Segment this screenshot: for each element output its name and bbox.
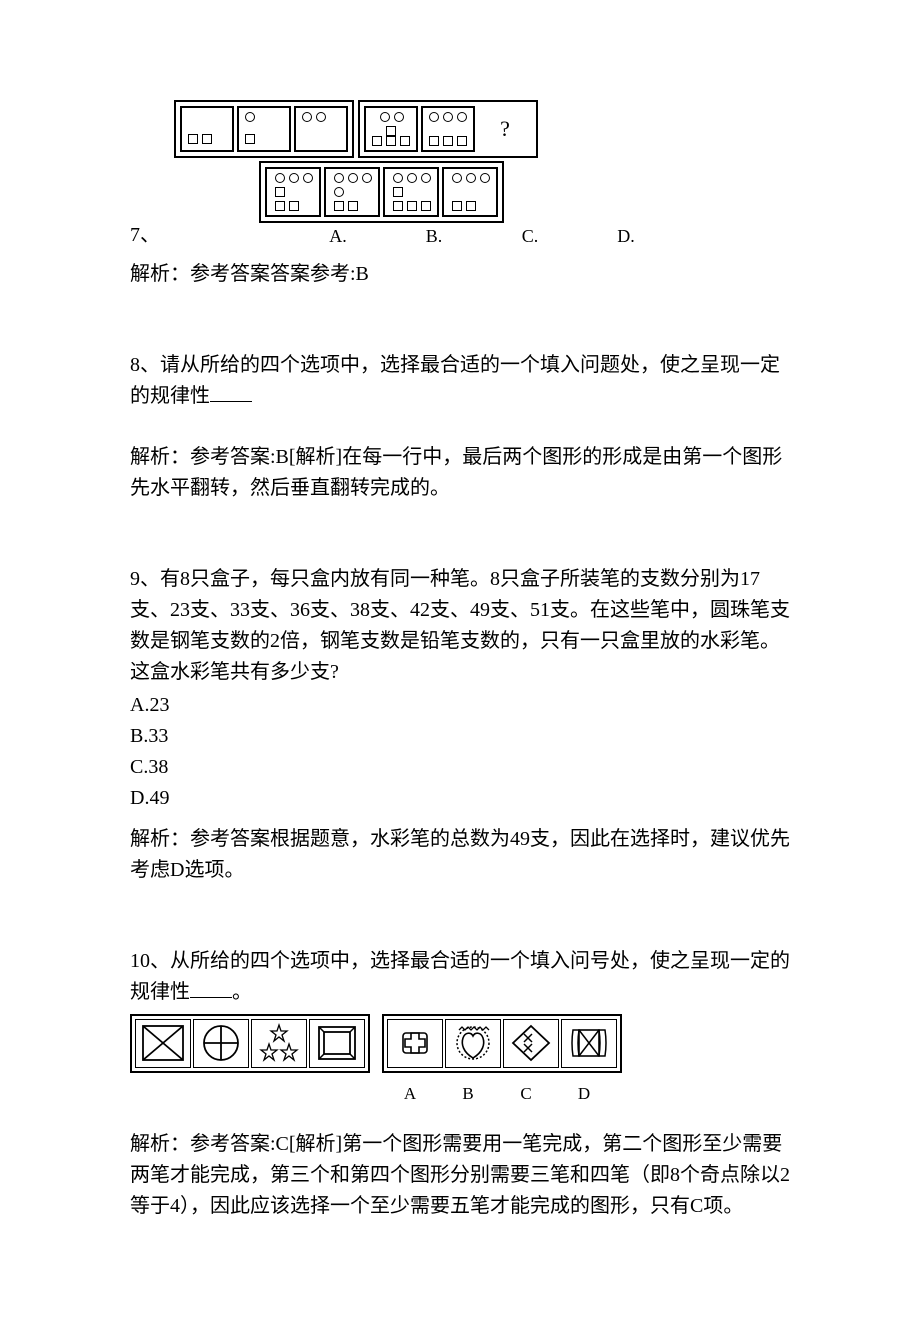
q7-option-a: [265, 167, 321, 217]
q10-option-d: [561, 1019, 617, 1068]
q7-panel-right: ?: [358, 100, 538, 158]
q9-options: A.23 B.33 C.38 D.49: [130, 690, 790, 814]
q10-given-2: [193, 1019, 249, 1068]
q7-cell-5: [421, 106, 475, 152]
q10-figure: [130, 1014, 790, 1073]
q9-text: 有8只盒子，每只盒内放有同一种笔。8只盒子所装笔的支数分别为17支、23支、33…: [130, 568, 790, 683]
q10-answer: 解析：参考答案:C[解析]第一个图形需要用一笔完成，第二个图形至少需要两笔才能完…: [130, 1129, 790, 1222]
question-7: ?: [130, 100, 790, 290]
q7-label-b: B.: [406, 223, 462, 251]
q10-number: 10、: [130, 950, 170, 972]
q9-answer: 解析：参考答案根据题意，水彩笔的总数为49支，因此在选择时，建议优先考虑D选项。: [130, 824, 790, 886]
q9-text-line: 9、有8只盒子，每只盒内放有同一种笔。8只盒子所装笔的支数分别为17支、23支、…: [130, 564, 790, 688]
q10-given-1: [135, 1019, 191, 1068]
q10-blank: [190, 997, 232, 998]
q10-text-line: 10、从所给的四个选项中，选择最合适的一个填入问号处，使之呈现一定的规律性。: [130, 946, 790, 1008]
q10-option-c: [503, 1019, 559, 1068]
q7-answer: 解析：参考答案答案参考:B: [130, 259, 790, 290]
q7-question-mark: ?: [478, 106, 532, 152]
q10-label-c: C: [518, 1081, 534, 1107]
q8-number: 8、: [130, 354, 160, 376]
q7-label-d: D.: [598, 223, 654, 251]
q7-figures: ?: [174, 100, 588, 223]
q7-label-c: C.: [502, 223, 558, 251]
q10-label-a: A: [402, 1081, 418, 1107]
q10-suffix: 。: [232, 981, 252, 1003]
q10-given-4: [309, 1019, 365, 1068]
q7-labels: A. B. C. D.: [174, 223, 790, 251]
q9-option-c: C.38: [130, 752, 790, 783]
q10-labels: A B C D: [402, 1081, 790, 1107]
question-9: 9、有8只盒子，每只盒内放有同一种笔。8只盒子所装笔的支数分别为17支、23支、…: [130, 564, 790, 886]
q7-option-b: [324, 167, 380, 217]
q7-label-a: A.: [310, 223, 366, 251]
q8-answer: 解析：参考答案:B[解析]在每一行中，最后两个图形的形成是由第一个图形先水平翻转…: [130, 442, 790, 504]
q9-option-a: A.23: [130, 690, 790, 721]
q7-top-row: ?: [174, 100, 588, 158]
q9-option-b: B.33: [130, 721, 790, 752]
q7-figure-block: ?: [130, 100, 790, 251]
question-8: 8、请从所给的四个选项中，选择最合适的一个填入问题处，使之呈现一定的规律性 解析…: [130, 350, 790, 504]
q10-label-b: B: [460, 1081, 476, 1107]
q7-cell-2: [237, 106, 291, 152]
q9-option-d: D.49: [130, 783, 790, 814]
q8-blank: [210, 401, 252, 402]
q7-cell-3: [294, 106, 348, 152]
q10-text: 从所给的四个选项中，选择最合适的一个填入问号处，使之呈现一定的规律性: [130, 950, 790, 1003]
q10-given-3: [251, 1019, 307, 1068]
q7-cell-4: [364, 106, 418, 152]
q9-number: 9、: [130, 568, 160, 590]
q7-answer-row: [174, 161, 588, 223]
q10-option-b: [445, 1019, 501, 1068]
q10-option-a: [387, 1019, 443, 1068]
q8-text: 请从所给的四个选项中，选择最合适的一个填入问题处，使之呈现一定的规律性: [130, 354, 780, 407]
q7-cell-1: [180, 106, 234, 152]
q7-option-c: [383, 167, 439, 217]
question-10: 10、从所给的四个选项中，选择最合适的一个填入问号处，使之呈现一定的规律性。: [130, 946, 790, 1222]
q10-given-group: [130, 1014, 370, 1073]
q7-panel-left: [174, 100, 354, 158]
q7-option-d: [442, 167, 498, 217]
q7-number: 7、: [130, 220, 160, 251]
q8-text-line: 8、请从所给的四个选项中，选择最合适的一个填入问题处，使之呈现一定的规律性: [130, 350, 790, 412]
q7-answer-panel: [259, 161, 504, 223]
q10-options-group: [382, 1014, 622, 1073]
q10-label-d: D: [576, 1081, 592, 1107]
